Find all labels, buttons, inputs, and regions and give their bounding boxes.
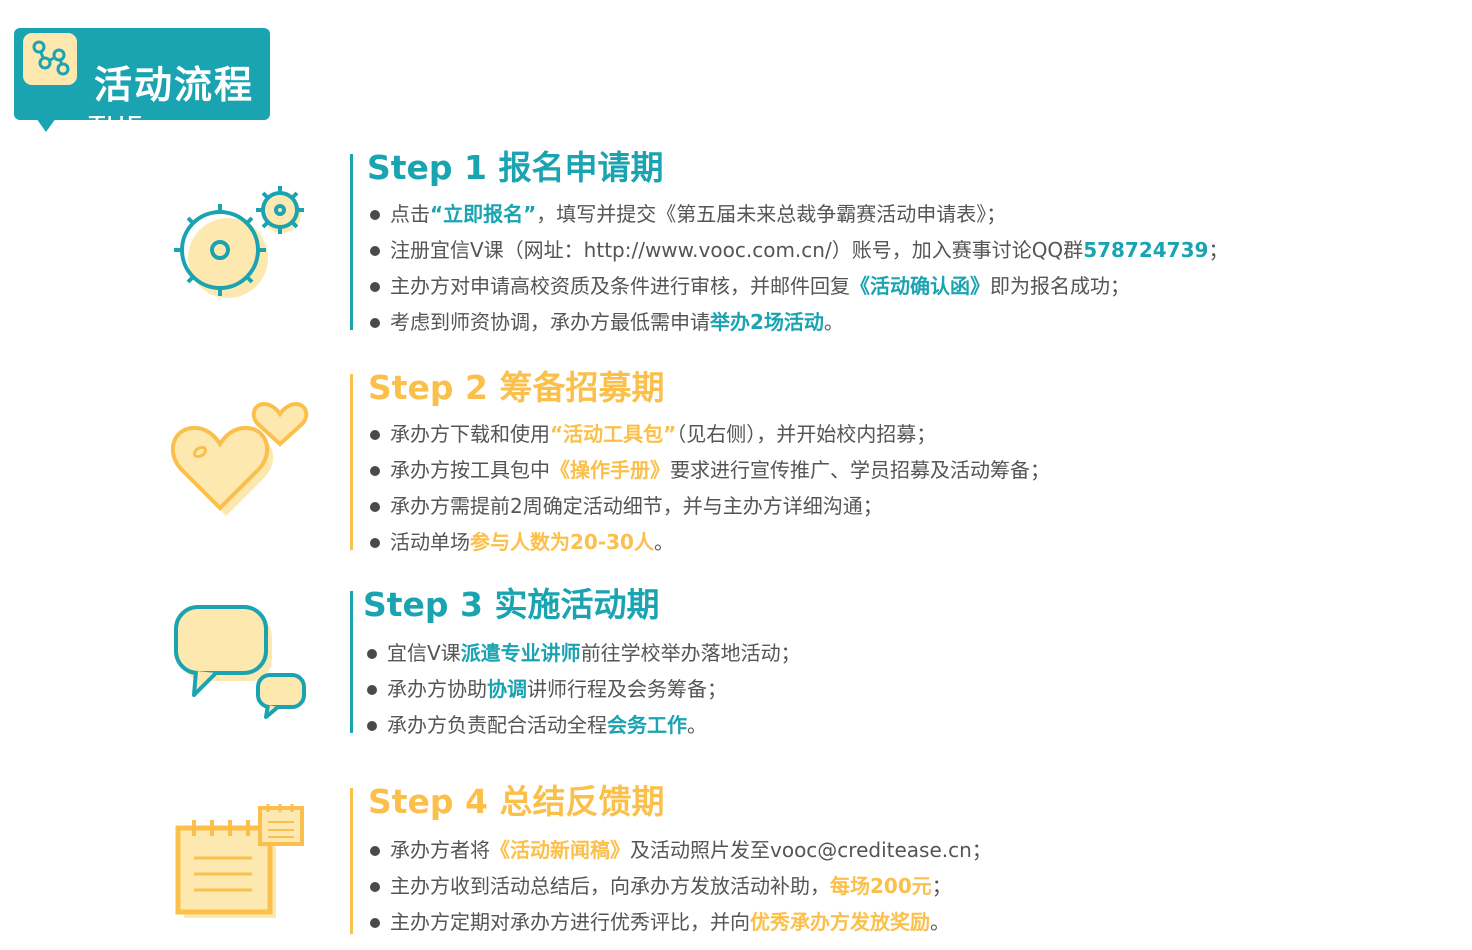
list-item: 考虑到师资协调，承办方最低需申请举办2场活动。 [370,304,1228,340]
list-item: 注册宜信V课（网址：http://www.vooc.com.cn/）账号，加入赛… [370,232,1228,268]
step-title: Step 4 总结反馈期 [368,782,665,821]
step-divider [350,591,353,733]
section-title: 活动流程 [94,63,255,107]
step-items: 宜信V课派遣专业讲师前往学校举办落地活动； 承办方协助协调讲师行程及会务筹备； … [367,635,801,743]
list-item: 承办方下载和使用“活动工具包”（见右侧），并开始校内招募； [370,416,1050,452]
list-item: 主办方定期对承办方进行优秀评比，并向优秀承办方发放奖励。 [370,904,992,940]
calendar-icon [175,804,304,918]
list-item: 点击“立即报名”，填写并提交《第五届未来总裁争霸赛活动申请表》； [370,196,1228,232]
list-item: 活动单场参与人数为20-30人。 [370,524,1050,560]
step-title: Step 1 报名申请期 [367,148,664,187]
step-items: 点击“立即报名”，填写并提交《第五届未来总裁争霸赛活动申请表》； 注册宜信V课（… [370,196,1228,340]
list-item: 宜信V课派遣专业讲师前往学校举办落地活动； [367,635,801,671]
list-item: 承办方负责配合活动全程会务工作。 [367,707,801,743]
step-divider [350,788,353,934]
chat-bubble-icon [174,605,306,719]
step-items: 承办方下载和使用“活动工具包”（见右侧），并开始校内招募； 承办方按工具包中《操… [370,416,1050,560]
network-nodes-icon [20,30,80,88]
list-item: 主办方对申请高校资质及条件进行审核，并邮件回复《活动确认函》即为报名成功； [370,268,1228,304]
section-badge: 活动流程 THE PROCESS [14,28,270,172]
step-divider [350,374,353,550]
list-item: 承办方需提前2周确定活动细节，并与主办方详细沟通； [370,488,1050,524]
step-divider [350,154,353,330]
gear-icon [174,186,304,298]
list-item: 承办方协助协调讲师行程及会务筹备； [367,671,801,707]
badge-tail [36,118,56,132]
list-item: 承办方按工具包中《操作手册》要求进行宣传推广、学员招募及活动筹备； [370,452,1050,488]
step-items: 承办方者将《活动新闻稿》及活动照片发至vooc@creditease.cn； 主… [370,832,992,940]
heart-icon [171,401,309,516]
step-title: Step 3 实施活动期 [363,585,660,624]
step-title: Step 2 筹备招募期 [368,368,665,407]
list-item: 主办方收到活动总结后，向承办方发放活动补助，每场200元； [370,868,992,904]
section-subtitle: THE PROCESS [89,112,218,172]
list-item: 承办方者将《活动新闻稿》及活动照片发至vooc@creditease.cn； [370,832,992,868]
